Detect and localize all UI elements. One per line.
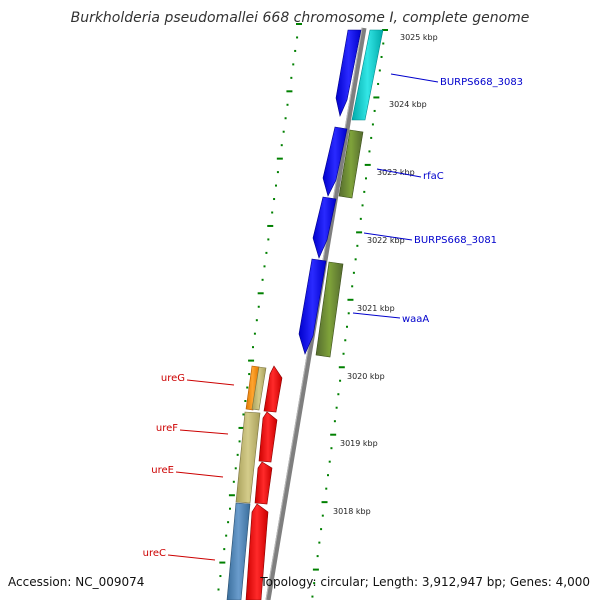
gene-label-ureg[interactable]: ureG: [161, 373, 185, 384]
leader-line: [363, 232, 413, 241]
khaki-feature-2: [235, 411, 261, 504]
right-gene-labels: BURPS668_3083 rfaC BURPS668_3081 waaA: [352, 73, 523, 325]
tick-label-3020: 3020 kbp: [347, 372, 385, 381]
left-gene-labels: ureG ureF ureE ureC: [143, 373, 235, 561]
forward-features: [298, 29, 384, 358]
map-title: Burkholderia pseudomallei 668 chromosome…: [71, 10, 530, 26]
orange-feature: [245, 365, 260, 411]
tick-label-3022: 3022 kbp: [367, 236, 405, 245]
khaki-feature-1: [251, 366, 267, 411]
red-arrow-2: [258, 411, 278, 463]
leader-line: [175, 471, 224, 478]
leader-line: [390, 73, 439, 83]
tick-label-3024: 3024 kbp: [389, 100, 427, 109]
gene-label-rfac[interactable]: rfaC: [423, 171, 444, 182]
red-arrow-3: [254, 461, 273, 505]
gene-label-burps668-3081[interactable]: BURPS668_3081: [414, 235, 497, 246]
leader-line: [186, 379, 235, 386]
gene-label-uree[interactable]: ureE: [151, 465, 174, 476]
red-arrow-1: [263, 365, 283, 413]
outer-ruler: [217, 23, 302, 591]
tick-label-3021: 3021 kbp: [357, 304, 395, 313]
blue-arrow-1: [335, 29, 362, 117]
leader-line: [352, 312, 401, 319]
leader-line: [167, 554, 216, 561]
olive-feature-1: [338, 129, 364, 199]
olive-feature-2: [315, 261, 344, 358]
gene-label-burps668-3083[interactable]: BURPS668_3083: [440, 77, 523, 88]
leader-line: [179, 429, 229, 435]
tick-label-3018: 3018 kbp: [333, 507, 371, 516]
tick-label-3025: 3025 kbp: [400, 33, 438, 42]
tick-label-3019: 3019 kbp: [340, 439, 378, 448]
red-arrow-4: [245, 503, 269, 600]
reverse-features: [226, 365, 283, 600]
accession-text: Accession: NC_009074: [8, 575, 144, 589]
gene-label-waaa[interactable]: waaA: [402, 314, 429, 325]
summary-text: Topology: circular; Length: 3,912,947 bp…: [259, 575, 590, 589]
steelblue-feature: [226, 502, 251, 600]
leader-line: [376, 168, 422, 178]
blue-arrow-2: [322, 126, 348, 197]
cyan-feature: [351, 29, 384, 121]
blue-arrow-3: [312, 196, 337, 259]
gene-label-uref[interactable]: ureF: [156, 423, 178, 434]
blue-arrow-4: [298, 258, 327, 355]
gene-label-urec[interactable]: ureC: [143, 548, 166, 559]
